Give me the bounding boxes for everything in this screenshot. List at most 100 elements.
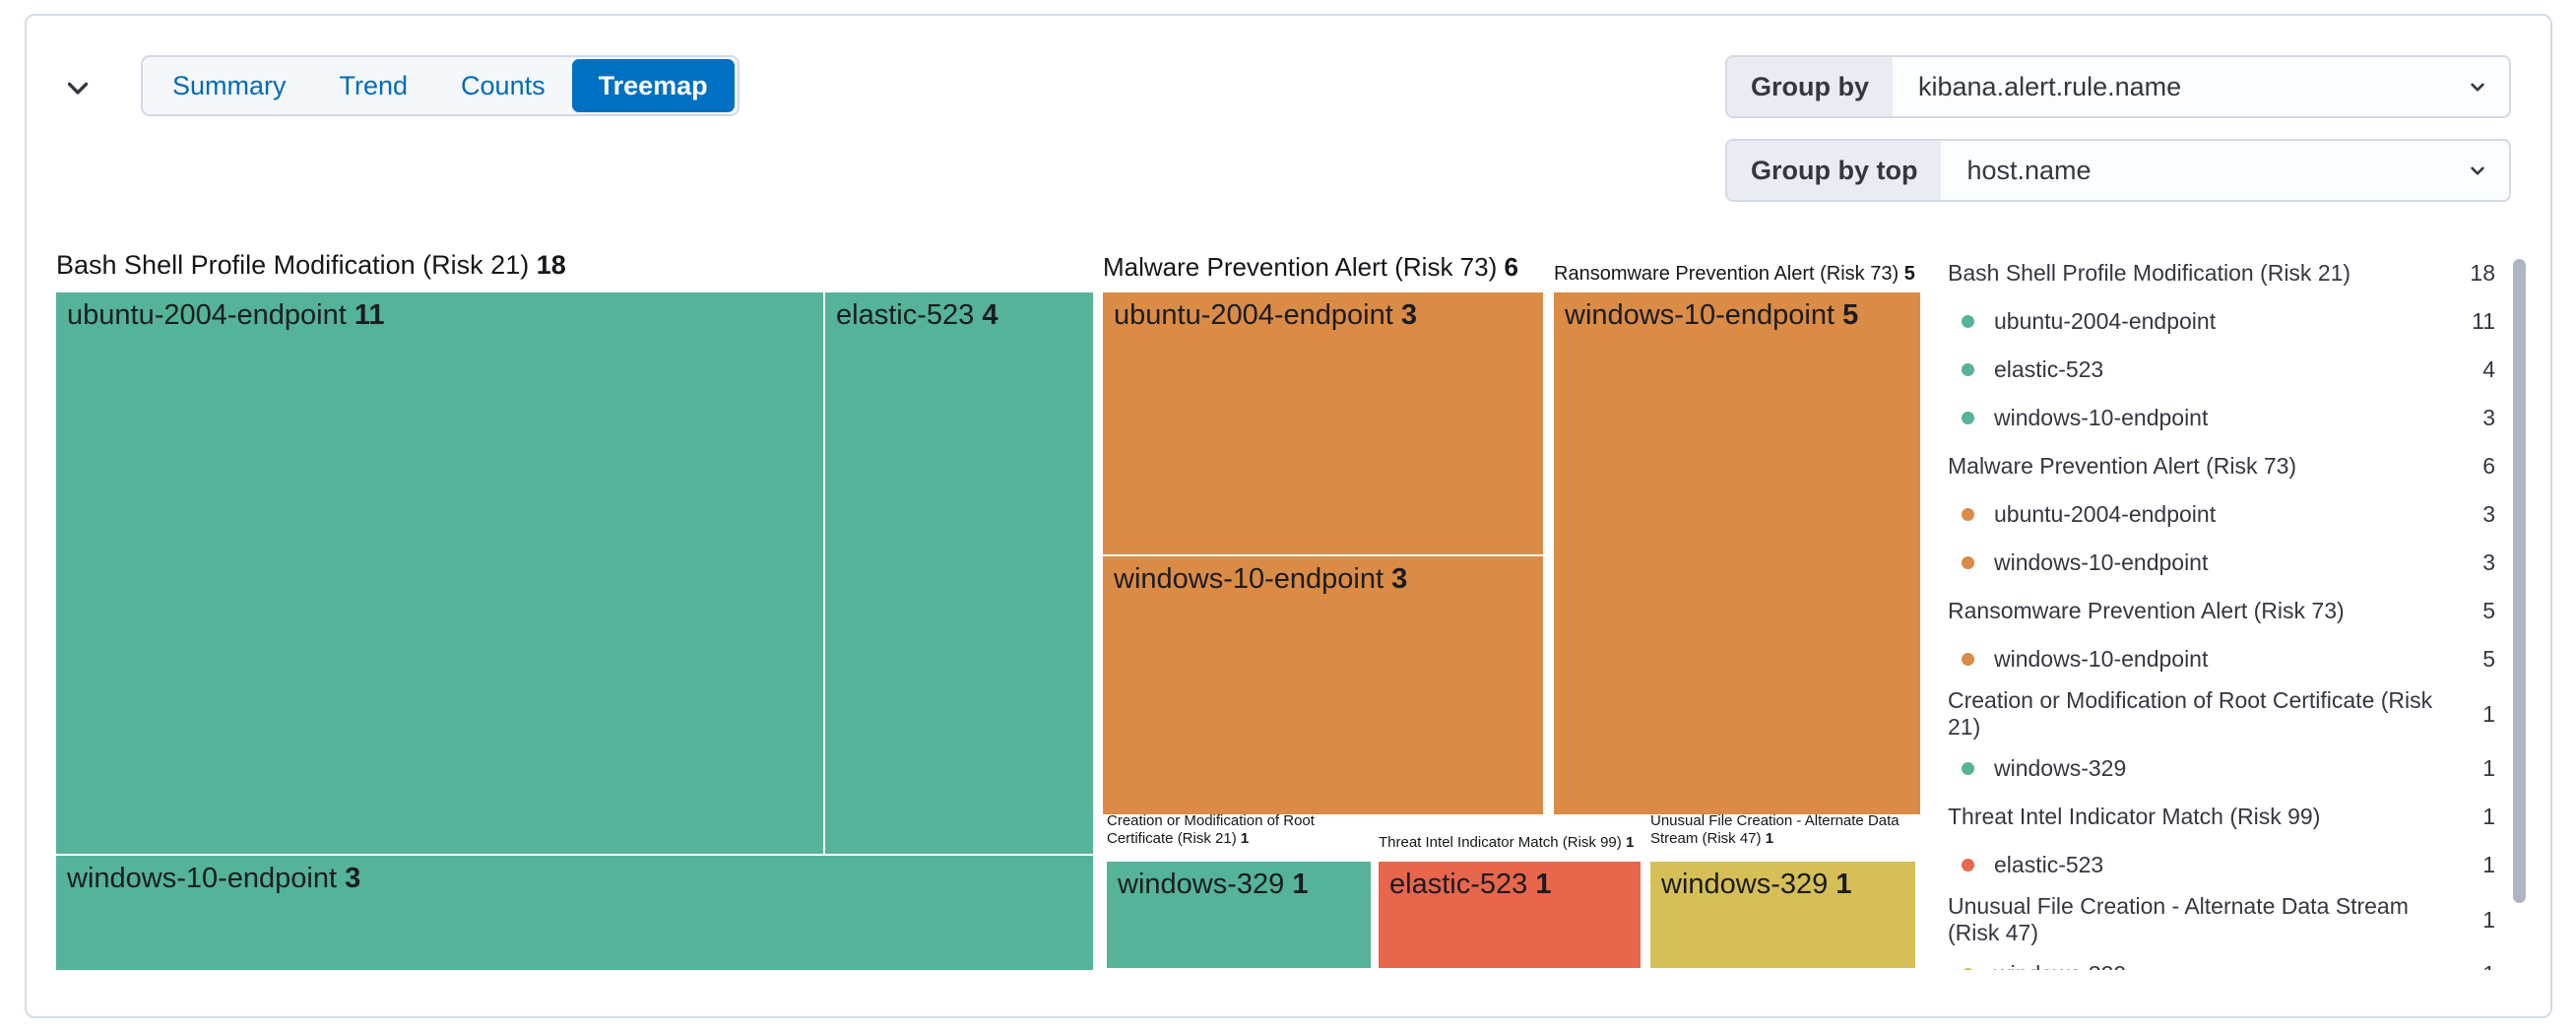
legend-color-dot xyxy=(1962,315,1974,328)
legend-item[interactable]: elastic-523 4 xyxy=(1948,346,2495,394)
legend-label: windows-10-endpoint xyxy=(1994,646,2209,672)
legend-color-dot xyxy=(1962,762,1974,775)
legend-label: windows-329 xyxy=(1994,961,2454,970)
group-by-value: kibana.alert.rule.name xyxy=(1918,71,2182,101)
legend-group-item[interactable]: Threat Intel Indicator Match (Risk 99) 1 xyxy=(1948,793,2495,841)
legend-label: ubuntu-2004-endpoint xyxy=(1994,308,2217,334)
treemap-tile-label: windows-329 1 xyxy=(1118,869,1309,900)
legend-value: 3 xyxy=(2482,405,2495,430)
treemap-tile[interactable]: windows-329 1 xyxy=(1107,862,1371,968)
treemap-tile[interactable]: windows-329 1 xyxy=(1650,862,1915,968)
legend-value: 1 xyxy=(2482,906,2495,933)
legend-group-item[interactable]: Bash Shell Profile Modification (Risk 21… xyxy=(1948,249,2495,297)
treemap-tile-label: windows-10-endpoint 3 xyxy=(67,863,361,894)
tab-summary[interactable]: Summary xyxy=(146,59,313,112)
legend-value: 6 xyxy=(2482,453,2495,479)
legend-label: Malware Prevention Alert (Risk 73) xyxy=(1948,453,2297,479)
tab-counts[interactable]: Counts xyxy=(434,59,572,112)
legend-value: 1 xyxy=(2454,961,2495,970)
chevron-down-icon xyxy=(61,71,95,107)
legend-label: Bash Shell Profile Modification (Risk 21… xyxy=(1948,260,2351,286)
legend-item[interactable]: windows-10-endpoint 5 xyxy=(1948,635,2495,683)
legend-color-dot xyxy=(1962,363,1974,376)
legend-value: 3 xyxy=(2482,549,2495,575)
legend-value: 1 xyxy=(2482,755,2495,781)
legend-value: 18 xyxy=(2470,260,2495,286)
legend-label: ubuntu-2004-endpoint xyxy=(1994,501,2217,527)
tab-treemap[interactable]: Treemap xyxy=(571,59,735,112)
chevron-down-icon xyxy=(2446,141,2509,200)
group-by-top-value: host.name xyxy=(1966,155,2092,185)
legend-color-dot xyxy=(1962,653,1974,666)
legend-color-dot xyxy=(1962,556,1974,569)
legend-value: 4 xyxy=(2482,356,2495,382)
treemap-tile-label: elastic-523 1 xyxy=(1389,869,1552,900)
treemap-group-header: Creation or Modification of Root Certifi… xyxy=(1107,812,1315,848)
treemap-tile[interactable]: elastic-523 4 xyxy=(825,292,1093,854)
treemap-group-header: Bash Shell Profile Modification (Risk 21… xyxy=(56,250,566,280)
legend-value: 1 xyxy=(2482,852,2495,877)
legend-item[interactable]: ubuntu-2004-endpoint 3 xyxy=(1948,490,2495,539)
tab-trend[interactable]: Trend xyxy=(313,59,435,112)
treemap-legend: Bash Shell Profile Modification (Risk 21… xyxy=(1948,249,2495,970)
legend-item[interactable]: elastic-523 1 xyxy=(1948,841,2495,889)
treemap-tile[interactable]: ubuntu-2004-endpoint 11 xyxy=(56,292,823,854)
legend-label: Ransomware Prevention Alert (Risk 73) xyxy=(1948,598,2345,623)
treemap-tile[interactable]: windows-10-endpoint 5 xyxy=(1554,292,1920,814)
alerts-panel: Summary Trend Counts Treemap Group by kiban… xyxy=(25,14,2552,1018)
legend-label: Creation or Modification of Root Certifi… xyxy=(1948,687,2433,740)
legend-label: Threat Intel Indicator Match (Risk 99) xyxy=(1948,804,2321,829)
treemap-tile[interactable]: windows-10-endpoint 3 xyxy=(56,856,1093,970)
legend-scrollbar-thumb[interactable] xyxy=(2513,259,2526,903)
legend-color-dot xyxy=(1962,859,1974,871)
legend-group-item[interactable]: Unusual File Creation - Alternate Data S… xyxy=(1948,889,2495,950)
treemap-content: Bash Shell Profile Modification (Risk 21… xyxy=(27,249,2550,970)
legend-scrollbar[interactable] xyxy=(2513,249,2526,970)
treemap-group-header: Threat Intel Indicator Match (Risk 99) 1 xyxy=(1379,834,1635,851)
legend-value: 1 xyxy=(2482,804,2495,829)
group-by-top-select[interactable]: Group by top host.name xyxy=(1725,139,2511,202)
legend-value: 3 xyxy=(2482,501,2495,527)
treemap-tile-label: windows-329 1 xyxy=(1661,869,1852,900)
legend-value: 1 xyxy=(2482,700,2495,727)
legend-group-item[interactable]: Creation or Modification of Root Certifi… xyxy=(1948,683,2495,744)
treemap-group-header: Malware Prevention Alert (Risk 73) 6 xyxy=(1103,252,1518,282)
collapse-panel-button[interactable] xyxy=(56,67,99,110)
alerts-toolbar: Summary Trend Counts Treemap Group by kiban… xyxy=(27,16,2550,202)
treemap-tile[interactable]: ubuntu-2004-endpoint 3 xyxy=(1103,292,1543,554)
treemap-tile[interactable]: elastic-523 1 xyxy=(1379,862,1641,968)
treemap-group-header: Unusual File Creation - Alternate Data S… xyxy=(1650,812,1900,848)
chevron-down-icon xyxy=(2446,57,2509,116)
legend-group-item[interactable]: Malware Prevention Alert (Risk 73) 6 xyxy=(1948,442,2495,490)
legend-label: windows-10-endpoint xyxy=(1994,405,2209,430)
group-by-top-label: Group by top xyxy=(1727,141,1942,200)
legend-color-dot xyxy=(1962,412,1974,424)
treemap-tile[interactable]: windows-10-endpoint 3 xyxy=(1103,556,1543,814)
legend-value: 5 xyxy=(2482,598,2495,623)
treemap-tile-label: windows-10-endpoint 5 xyxy=(1565,299,1859,331)
alerts-treemap-chart: Bash Shell Profile Modification (Risk 21… xyxy=(56,249,1920,970)
legend-value: 5 xyxy=(2482,646,2495,672)
view-selector-button-group: Summary Trend Counts Treemap xyxy=(141,55,740,116)
legend-group-item[interactable]: Ransomware Prevention Alert (Risk 73) 5 xyxy=(1948,587,2495,635)
legend-label: elastic-523 xyxy=(1994,852,2104,877)
legend-label: elastic-523 xyxy=(1994,356,2104,382)
legend-label: windows-10-endpoint xyxy=(1994,549,2209,575)
legend-color-dot xyxy=(1962,508,1974,521)
legend-item[interactable]: ubuntu-2004-endpoint 11 xyxy=(1948,297,2495,346)
legend-item[interactable]: windows-10-endpoint 3 xyxy=(1948,394,2495,442)
group-by-select[interactable]: Group by kibana.alert.rule.name xyxy=(1725,55,2511,118)
treemap-tile-label: elastic-523 4 xyxy=(836,299,998,331)
legend-label: Unusual File Creation - Alternate Data S… xyxy=(1948,893,2409,945)
group-by-controls: Group by kibana.alert.rule.name Group by… xyxy=(1725,55,2511,202)
legend-color-dot xyxy=(1962,968,1974,970)
group-by-label: Group by xyxy=(1727,57,1893,116)
treemap-tile-label: windows-10-endpoint 3 xyxy=(1114,563,1408,595)
legend-value: 11 xyxy=(2472,308,2495,334)
treemap-tile-label: ubuntu-2004-endpoint 11 xyxy=(67,299,385,331)
treemap-tile-label: ubuntu-2004-endpoint 3 xyxy=(1114,299,1417,331)
legend-item[interactable]: windows-10-endpoint 3 xyxy=(1948,539,2495,587)
treemap-group-header: Ransomware Prevention Alert (Risk 73) 5 xyxy=(1554,263,1915,285)
